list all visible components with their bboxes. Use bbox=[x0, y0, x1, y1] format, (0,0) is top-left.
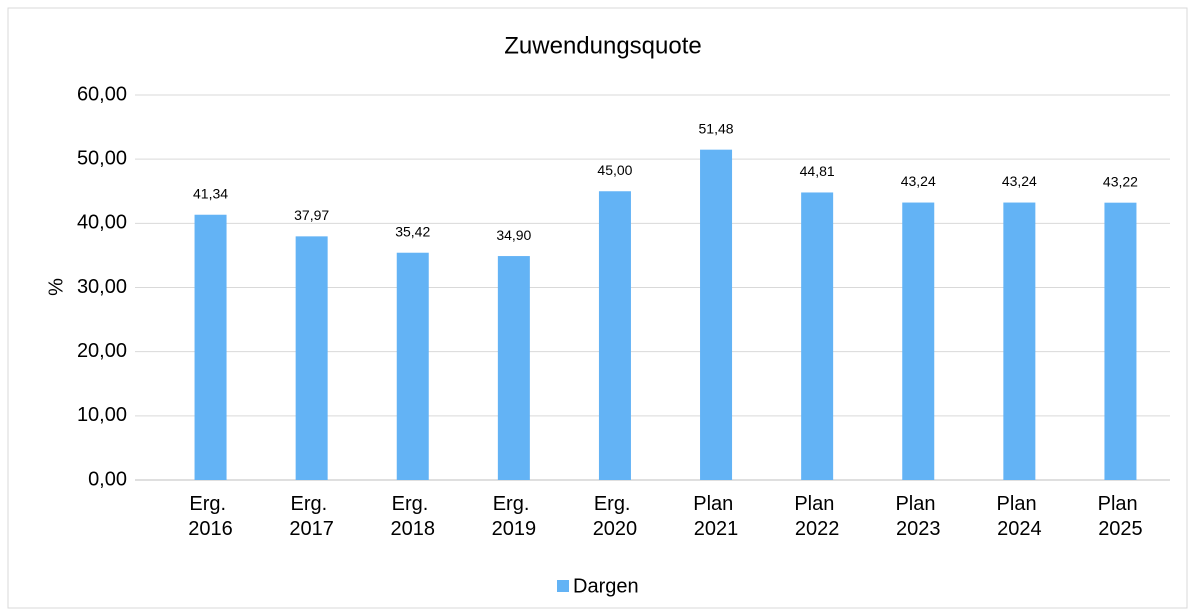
data-label: 41,34 bbox=[193, 185, 228, 201]
y-tick-label: 20,00 bbox=[77, 340, 127, 362]
x-tick-label: Plan 2021 bbox=[693, 493, 739, 540]
x-tick-label: Plan 2022 bbox=[794, 493, 840, 540]
bar bbox=[1003, 202, 1036, 480]
bar bbox=[497, 256, 530, 480]
data-label: 35,42 bbox=[395, 223, 430, 239]
bar bbox=[598, 191, 631, 480]
bar bbox=[1104, 202, 1137, 480]
data-label: 43,22 bbox=[1103, 173, 1138, 189]
data-label: 43,24 bbox=[1002, 173, 1037, 189]
bar bbox=[194, 214, 227, 481]
x-tick-label: Erg. 2019 bbox=[492, 493, 537, 540]
y-tick-label: 30,00 bbox=[77, 276, 127, 298]
data-label: 37,97 bbox=[294, 207, 329, 223]
bar bbox=[902, 202, 935, 480]
data-label: 44,81 bbox=[800, 163, 835, 179]
y-tick-label: 40,00 bbox=[77, 212, 127, 234]
data-label: 45,00 bbox=[597, 162, 632, 178]
x-tick-label: Erg. 2018 bbox=[391, 493, 436, 540]
x-tick-label: Plan 2025 bbox=[1098, 493, 1144, 540]
legend-label: Dargen bbox=[573, 575, 639, 597]
bar bbox=[295, 236, 328, 480]
bar bbox=[396, 252, 429, 480]
x-tick-label: Plan 2023 bbox=[895, 493, 941, 540]
chart-title: Zuwendungsquote bbox=[504, 32, 701, 59]
x-tick-label: Erg. 2016 bbox=[188, 493, 233, 540]
x-tick-label: Erg. 2020 bbox=[593, 493, 638, 540]
data-label: 51,48 bbox=[699, 120, 734, 136]
y-tick-label: 50,00 bbox=[77, 147, 127, 169]
data-label: 34,90 bbox=[496, 227, 531, 243]
bar bbox=[700, 149, 733, 481]
x-tick-label: Plan 2024 bbox=[997, 493, 1043, 540]
x-tick-label: Erg. 2017 bbox=[289, 493, 334, 540]
bar bbox=[801, 192, 834, 480]
y-axis-label: % bbox=[45, 278, 67, 296]
legend-swatch bbox=[557, 580, 569, 592]
y-tick-label: 0,00 bbox=[88, 468, 127, 490]
y-tick-label: 10,00 bbox=[77, 404, 127, 426]
data-label: 43,24 bbox=[901, 173, 936, 189]
y-tick-label: 60,00 bbox=[77, 83, 127, 105]
